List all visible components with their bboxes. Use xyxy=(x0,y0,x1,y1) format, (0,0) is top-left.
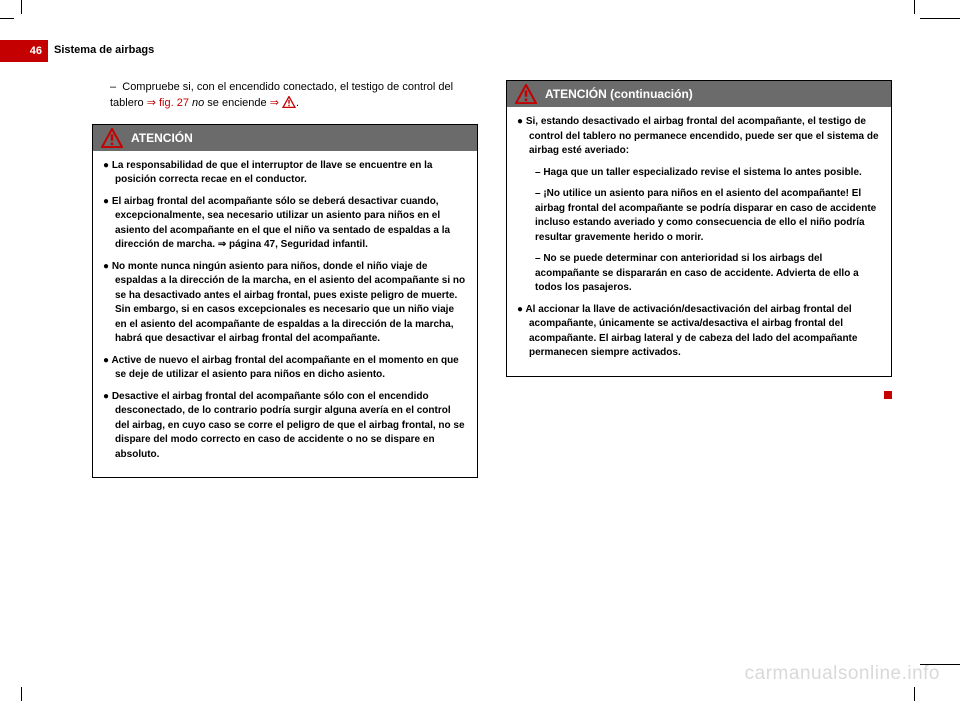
intro-paragraph: – Compruebe si, con el encendido conecta… xyxy=(92,80,478,112)
warn-left-p2: ● El airbag frontal del acompañante sólo… xyxy=(103,195,467,253)
content-area: – Compruebe si, con el encendido conecta… xyxy=(92,80,892,488)
trim-tick xyxy=(0,18,14,19)
warning-title-cont: ATENCIÓN (continuación) xyxy=(545,87,693,101)
intro-text-b: no xyxy=(189,97,204,109)
left-column: – Compruebe si, con el encendido conecta… xyxy=(92,80,478,488)
warning-triangle-icon xyxy=(101,128,123,148)
intro-arrow: ⇒ xyxy=(270,97,282,109)
warning-triangle-icon xyxy=(515,84,537,104)
intro-period: . xyxy=(296,97,299,109)
warning-header: ATENCIÓN xyxy=(93,125,477,151)
warn-left-p3: ● No monte nunca ningún asiento para niñ… xyxy=(103,260,467,347)
trim-tick xyxy=(21,687,22,701)
section-end-marker-wrap xyxy=(506,387,892,405)
trim-tick xyxy=(914,0,915,14)
trim-tick xyxy=(914,687,915,701)
warning-box-left: ATENCIÓN ● La responsabilidad de que el … xyxy=(92,124,478,479)
intro-dash: – xyxy=(110,81,116,93)
warn-right-s3: – No se puede determinar con anteriorida… xyxy=(517,252,881,296)
intro-text-c: se enciende xyxy=(204,97,269,109)
warn-right-s2: – ¡No utilice un asiento para niños en e… xyxy=(517,187,881,245)
warning-box-right: ATENCIÓN (continuación) ● Si, estando de… xyxy=(506,80,892,377)
trim-tick xyxy=(920,18,960,19)
page-number-tab: 46 xyxy=(0,40,48,62)
warn-right-p1: ● Si, estando desactivado el airbag fron… xyxy=(517,115,881,159)
warning-header-cont: ATENCIÓN (continuación) xyxy=(507,81,891,107)
watermark: carmanualsonline.info xyxy=(745,663,940,685)
section-title: Sistema de airbags xyxy=(54,44,154,56)
warn-left-p5: ● Desactive el airbag frontal del acompa… xyxy=(103,390,467,463)
warning-triangle-inline-icon xyxy=(282,96,296,108)
warn-left-p4: ● Active de nuevo el airbag frontal del … xyxy=(103,354,467,383)
warning-title: ATENCIÓN xyxy=(131,131,193,145)
page-number: 46 xyxy=(30,45,42,57)
right-column: ATENCIÓN (continuación) ● Si, estando de… xyxy=(506,80,892,488)
warn-right-s1: – Haga que un taller especializado revis… xyxy=(517,166,881,181)
warning-body-left: ● La responsabilidad de que el interrupt… xyxy=(93,151,477,478)
section-end-marker-icon xyxy=(884,391,892,399)
trim-tick xyxy=(21,0,22,14)
warn-right-p2: ● Al accionar la llave de activación/des… xyxy=(517,303,881,361)
warning-body-right: ● Si, estando desactivado el airbag fron… xyxy=(507,107,891,376)
warn-left-p1: ● La responsabilidad de que el interrupt… xyxy=(103,159,467,188)
fig-reference: ⇒ fig. 27 xyxy=(147,97,189,109)
